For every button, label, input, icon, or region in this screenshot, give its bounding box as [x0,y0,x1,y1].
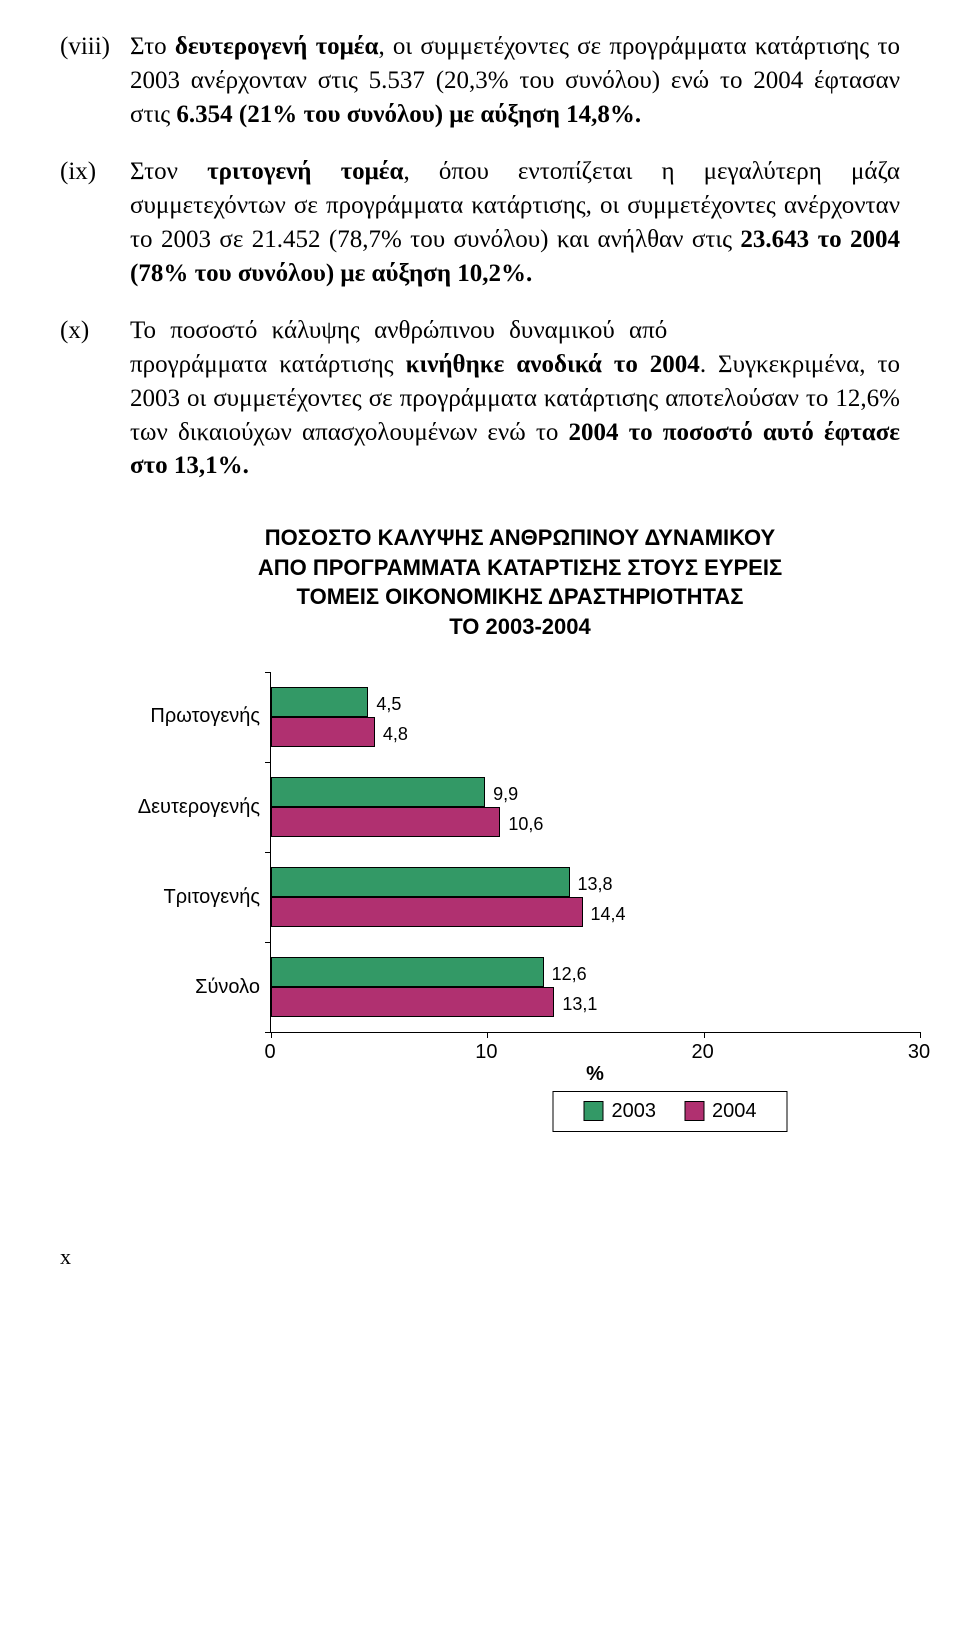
x-axis: % 0102030 [270,1033,920,1083]
chart-legend: 2003 2004 [553,1091,788,1132]
page-footer: x [0,1212,960,1292]
x-tick-label: 10 [475,1039,497,1066]
x-axis-title: % [586,1061,604,1088]
bar-2003 [271,957,544,987]
legend-swatch-icon [684,1101,704,1121]
bar-value-label: 13,8 [578,872,613,896]
chart-title-line: ΑΠΟ ΠΡΟΓΡΑΜΜΑΤΑ ΚΑΤΑΡΤΙΣΗΣ ΣΤΟΥΣ ΕΥΡΕΙΣ [120,553,920,583]
bar-value-label: 12,6 [552,962,587,986]
coverage-chart: ΠΟΣΟΣΤΟ ΚΑΛΥΨΗΣ ΑΝΘΡΩΠΙΝΟΥ ΔΥΝΑΜΙΚΟΥ ΑΠΟ… [120,523,920,1132]
bar-value-label: 10,6 [508,812,543,836]
text-run: Στο [130,33,175,60]
x-tick-label: 30 [908,1039,930,1066]
chart-title-line: ΤΟ 2003-2004 [120,612,920,642]
chart-title-line: ΤΟΜΕΙΣ ΟΙΚΟΝΟΜΙΚΗΣ ΔΡΑΣΤΗΡΙΟΤΗΤΑΣ [120,582,920,612]
paragraph-x: (x) Το ποσοστό κάλυψης ανθρώπινου δυναμι… [60,314,900,483]
paragraph-ix: (ix) Στον τριτογενή τομέα, όπου εντοπίζε… [60,155,900,290]
paragraph-viii: (viii) Στο δευτερογενή τομέα, οι συμμετέ… [60,30,900,131]
bar-2004 [271,717,375,747]
bar-2003 [271,687,368,717]
paragraph-text: Στον τριτογενή τομέα, όπου εντοπίζεται η… [130,155,900,290]
chart-title: ΠΟΣΟΣΤΟ ΚΑΛΥΨΗΣ ΑΝΘΡΩΠΙΝΟΥ ΔΥΝΑΜΙΚΟΥ ΑΠΟ… [120,523,920,642]
y-tick [265,762,271,763]
bold-run: δευτερογενή τομέα [175,33,379,60]
y-axis-labels: Πρωτογενής Δευτερογενής Τριτογενής Σύνολ… [120,672,270,1033]
bold-run: τριτογενή τομέα [207,158,403,185]
legend-swatch-icon [584,1101,604,1121]
text-run: προγράμματα κατάρτισης [130,351,406,378]
bar-2003 [271,867,570,897]
x-tick [920,1032,921,1038]
bold-run: 6.354 (21% του συνόλου) με αύξηση 14,8%. [176,101,641,128]
bar-value-label: 9,9 [493,782,518,806]
text-run: Στον [130,158,207,185]
bar-value-label: 4,8 [383,722,408,746]
document-page: (viii) Στο δευτερογενή τομέα, οι συμμετέ… [0,0,960,1212]
x-tick-label: 20 [692,1039,714,1066]
x-tick-label: 0 [264,1039,275,1066]
bar-group: 13,8 14,4 [271,852,920,942]
paragraph-number: (viii) [60,30,130,64]
bars-area: 4,54,89,910,613,814,412,613,1 [271,672,920,1032]
legend-label: 2003 [612,1098,657,1125]
y-tick [265,672,271,673]
legend-label: 2004 [712,1098,757,1125]
chart-title-line: ΠΟΣΟΣΤΟ ΚΑΛΥΨΗΣ ΑΝΘΡΩΠΙΝΟΥ ΔΥΝΑΜΙΚΟΥ [120,523,920,553]
page-marker: x [60,1244,71,1269]
bar-2004 [271,987,554,1017]
category-label: Πρωτογενής [150,703,260,730]
y-tick [265,942,271,943]
bar-group: 4,54,8 [271,672,920,762]
category-label: Σύνολο [195,974,260,1001]
bar-2004 [271,807,500,837]
bar-2003 [271,777,485,807]
paragraph-text: Στο δευτερογενή τομέα, οι συμμετέχοντες … [130,30,900,131]
bar-value-label: 4,5 [376,692,401,716]
category-label: Δευτερογενής [138,794,260,821]
chart-plot-area: 4,54,89,910,613,814,412,613,1 [270,672,920,1033]
legend-entry-2003: 2003 [584,1098,657,1125]
bar-2004 [271,897,583,927]
bar-value-label: 13,1 [562,992,597,1016]
bar-group: 12,6 13,1 [271,942,920,1032]
bold-run: κινήθηκε ανοδικά το 2004 [406,351,700,378]
y-tick [265,852,271,853]
category-label: Τριτογενής [164,884,260,911]
chart-body: Πρωτογενής Δευτερογενής Τριτογενής Σύνολ… [120,672,920,1033]
legend-entry-2004: 2004 [684,1098,757,1125]
paragraph-text: Το ποσοστό κάλυψης ανθρώπινου δυναμικού … [130,314,900,483]
paragraph-number: (x) [60,314,130,348]
paragraph-number: (ix) [60,155,130,189]
text-run: Το ποσοστό κάλυψης ανθρώπινου δυναμικού … [130,314,900,348]
bar-value-label: 14,4 [591,902,626,926]
bar-group: 9,9 10,6 [271,762,920,852]
